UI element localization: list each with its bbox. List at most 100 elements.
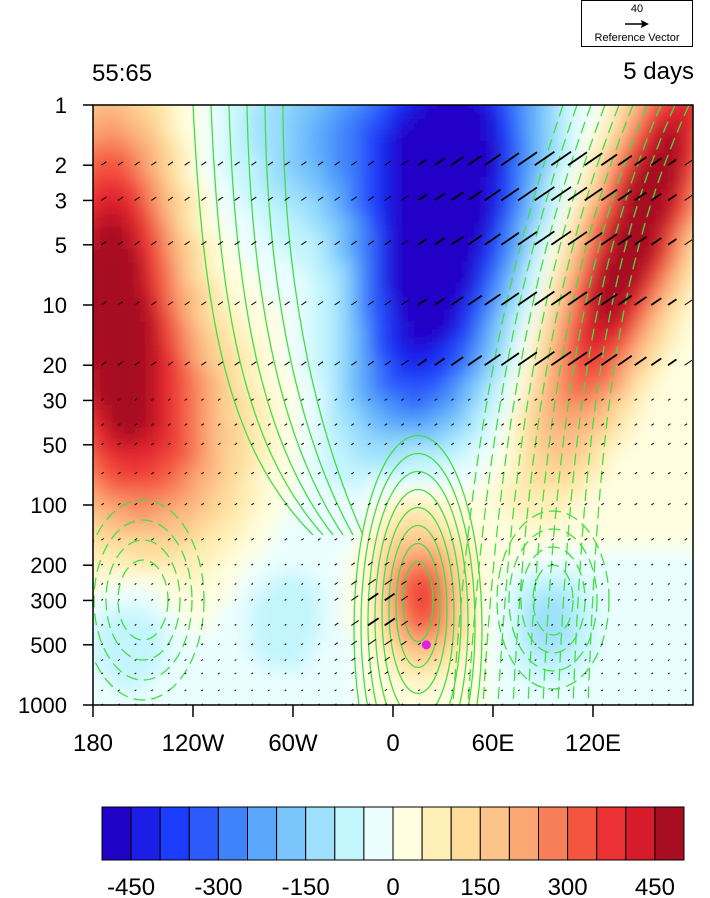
heatmap-cell — [417, 297, 430, 310]
heatmap-cell — [429, 693, 442, 705]
wind-arrow — [601, 442, 605, 446]
wind-arrow — [534, 398, 538, 401]
heatmap-cell — [405, 189, 418, 202]
heatmap-cell — [657, 681, 670, 694]
heatmap-cell — [525, 273, 538, 286]
heatmap-cell — [621, 105, 634, 106]
heatmap-cell — [501, 717, 514, 730]
heatmap-cell — [429, 117, 442, 130]
heatmap-cell — [333, 417, 346, 430]
heatmap-cell — [225, 525, 238, 538]
wind-arrow — [684, 659, 687, 662]
heatmap-cell — [285, 645, 298, 658]
heatmap-cell — [165, 453, 178, 466]
heatmap-cell — [165, 717, 178, 730]
wind-arrow — [634, 296, 647, 306]
heatmap-cell — [453, 453, 466, 466]
wind-arrow — [251, 240, 257, 246]
heatmap-cell — [105, 369, 118, 382]
heatmap-cell — [93, 657, 106, 670]
heatmap-cell — [549, 369, 562, 382]
heatmap-cell — [645, 657, 658, 670]
heatmap-cell — [585, 261, 598, 274]
wind-arrow — [184, 659, 187, 662]
heatmap-cell — [489, 525, 502, 538]
heatmap-cell — [177, 105, 190, 106]
heatmap-cell — [705, 693, 710, 706]
heatmap-cell — [249, 225, 262, 238]
heatmap-cell — [693, 237, 706, 250]
heatmap-cell — [705, 573, 710, 586]
wind-arrow — [667, 689, 670, 692]
wind-arrow — [567, 623, 570, 626]
heatmap-cell — [333, 525, 346, 538]
wind-arrow — [450, 296, 464, 306]
wind-arrow — [434, 658, 437, 662]
heatmap-cell — [705, 153, 710, 166]
heatmap-cell — [333, 381, 346, 394]
heatmap-cell — [621, 645, 634, 658]
heatmap-cell — [705, 321, 710, 334]
heatmap-cell — [93, 273, 106, 286]
wind-arrow — [334, 361, 341, 366]
heatmap-cell — [513, 669, 526, 682]
wind-arrow — [117, 689, 120, 692]
heatmap-cell — [321, 489, 334, 502]
wind-arrow — [567, 398, 571, 401]
heatmap-cell — [285, 681, 298, 694]
heatmap-cell — [261, 645, 274, 658]
heatmap-cell — [393, 417, 406, 430]
contour-line — [402, 560, 434, 643]
heatmap-cell — [681, 165, 693, 178]
heatmap-cell — [249, 477, 262, 490]
wind-arrow — [634, 191, 647, 202]
heatmap-cell — [237, 417, 250, 430]
heatmap-cell — [657, 621, 670, 634]
heatmap-cell — [345, 129, 358, 142]
wind-arrow — [584, 442, 588, 446]
heatmap-cell — [333, 561, 346, 574]
heatmap-cell — [369, 81, 382, 94]
heatmap-cell — [633, 273, 646, 286]
heatmap-cell — [573, 453, 586, 466]
heatmap-cell — [465, 345, 478, 358]
heatmap-cell — [441, 621, 454, 634]
wind-arrow — [167, 659, 170, 662]
heatmap-cell — [705, 561, 710, 574]
heatmap-cell — [201, 357, 214, 370]
heatmap-cell — [225, 345, 238, 358]
wind-arrow — [517, 351, 538, 366]
heatmap-cell — [105, 417, 118, 430]
heatmap-cell — [633, 213, 646, 226]
wind-arrow — [151, 471, 155, 475]
heatmap-cell — [321, 453, 334, 466]
heatmap-cell — [513, 105, 526, 118]
wind-arrow — [151, 598, 154, 601]
heatmap-cell — [357, 309, 370, 322]
wind-arrow — [517, 231, 538, 246]
heatmap-cell — [441, 321, 454, 334]
heatmap-cell — [165, 165, 178, 178]
heatmap-cell — [333, 597, 346, 610]
heatmap-cell — [465, 117, 478, 130]
wind-arrow — [201, 623, 204, 626]
heatmap-cell — [405, 393, 418, 406]
wind-arrow — [184, 672, 187, 675]
heatmap-cell — [657, 657, 670, 670]
wind-arrow — [251, 659, 254, 662]
heatmap-cell — [645, 537, 658, 550]
heatmap-cell — [93, 213, 94, 226]
heatmap-cell — [549, 585, 562, 598]
heatmap-cell — [405, 645, 418, 658]
wind-arrow — [584, 563, 587, 566]
heatmap-cell — [93, 261, 94, 274]
wind-arrow — [567, 502, 571, 506]
heatmap-cell — [549, 429, 562, 442]
heatmap-cell — [117, 285, 130, 298]
heatmap-cell — [537, 201, 550, 214]
heatmap-cell — [93, 441, 106, 454]
heatmap-cell — [297, 621, 310, 634]
heatmap-cell — [189, 669, 202, 682]
heatmap-cell — [225, 105, 238, 106]
heatmap-cell — [93, 129, 106, 142]
